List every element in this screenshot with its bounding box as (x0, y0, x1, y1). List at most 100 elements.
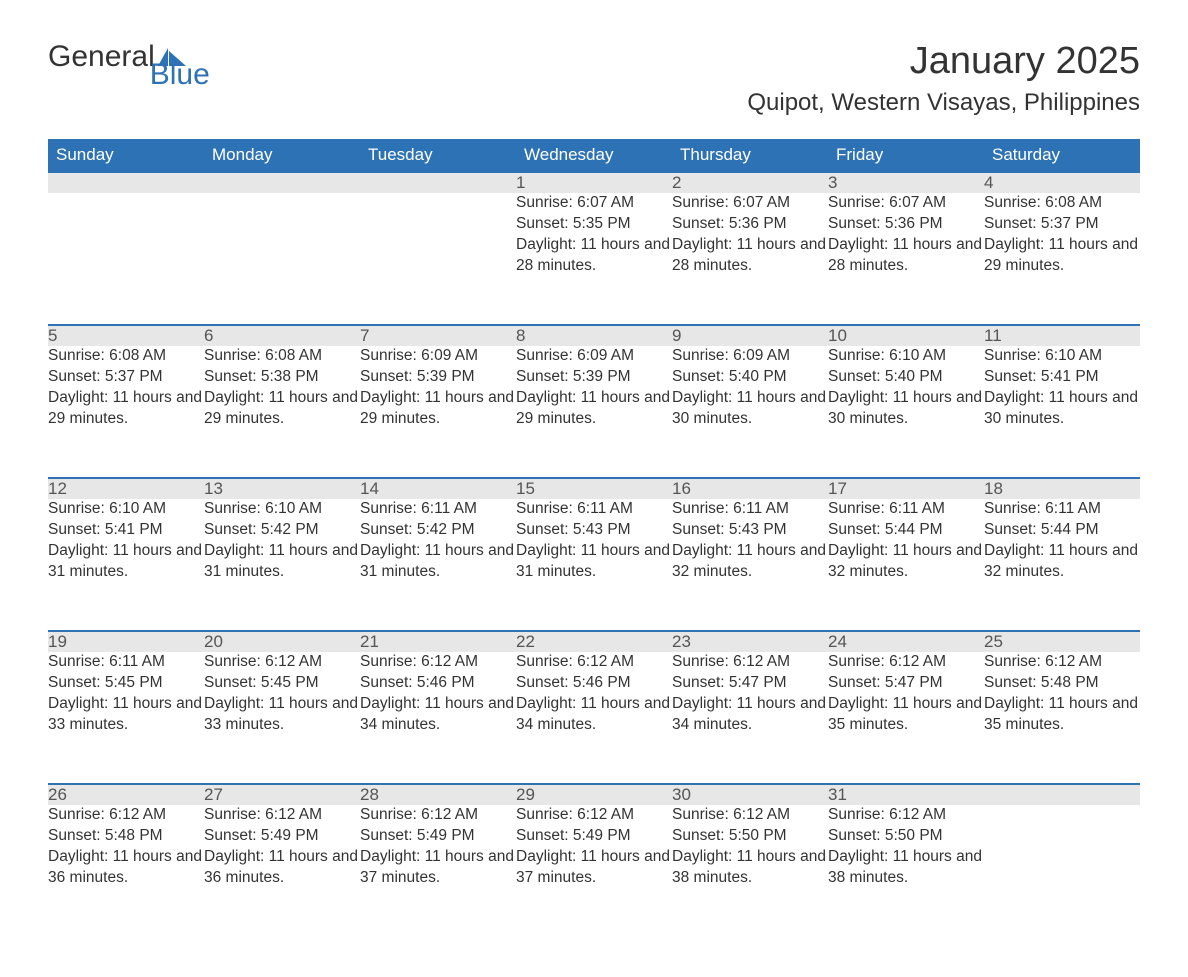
day-content-cell: Sunrise: 6:11 AMSunset: 5:43 PMDaylight:… (516, 499, 672, 631)
day-content-cell: Sunrise: 6:11 AMSunset: 5:45 PMDaylight:… (48, 652, 204, 784)
daylight-line: Daylight: 11 hours and 31 minutes. (48, 541, 204, 583)
day-number-cell: 27 (204, 784, 360, 805)
week-content-row: Sunrise: 6:10 AMSunset: 5:41 PMDaylight:… (48, 499, 1140, 631)
sunrise-line: Sunrise: 6:12 AM (828, 652, 984, 673)
daylight-line: Daylight: 11 hours and 31 minutes. (516, 541, 672, 583)
month-title: January 2025 (747, 40, 1140, 83)
day-content-cell: Sunrise: 6:09 AMSunset: 5:39 PMDaylight:… (360, 346, 516, 478)
daylight-line: Daylight: 11 hours and 29 minutes. (48, 388, 204, 430)
week-content-row: Sunrise: 6:08 AMSunset: 5:37 PMDaylight:… (48, 346, 1140, 478)
sunset-line: Sunset: 5:50 PM (828, 826, 984, 847)
day-content-cell: Sunrise: 6:12 AMSunset: 5:50 PMDaylight:… (672, 805, 828, 937)
sunset-line: Sunset: 5:49 PM (516, 826, 672, 847)
day-number-cell: 5 (48, 325, 204, 346)
sunset-line: Sunset: 5:50 PM (672, 826, 828, 847)
weekday-header: Tuesday (360, 139, 516, 172)
sunset-line: Sunset: 5:44 PM (828, 520, 984, 541)
sunset-line: Sunset: 5:41 PM (984, 367, 1140, 388)
sunrise-line: Sunrise: 6:12 AM (516, 805, 672, 826)
day-content-cell (360, 193, 516, 325)
sunset-line: Sunset: 5:40 PM (672, 367, 828, 388)
sunrise-line: Sunrise: 6:08 AM (984, 193, 1140, 214)
day-number-cell: 28 (360, 784, 516, 805)
daylight-line: Daylight: 11 hours and 30 minutes. (672, 388, 828, 430)
sunset-line: Sunset: 5:37 PM (48, 367, 204, 388)
day-content-cell: Sunrise: 6:12 AMSunset: 5:48 PMDaylight:… (48, 805, 204, 937)
daylight-line: Daylight: 11 hours and 37 minutes. (360, 847, 516, 889)
logo-text-1: General (48, 40, 155, 74)
sunset-line: Sunset: 5:43 PM (672, 520, 828, 541)
sunrise-line: Sunrise: 6:12 AM (204, 805, 360, 826)
logo-text-2: Blue (150, 58, 210, 92)
daylight-line: Daylight: 11 hours and 33 minutes. (204, 694, 360, 736)
week-content-row: Sunrise: 6:07 AMSunset: 5:35 PM Daylight:… (48, 193, 1140, 325)
sunrise-line: Sunrise: 6:07 AM (672, 193, 828, 214)
sunrise-line: Sunrise: 6:09 AM (360, 346, 516, 367)
sunset-line: Sunset: 5:47 PM (672, 673, 828, 694)
sunrise-line: Sunrise: 6:10 AM (828, 346, 984, 367)
day-number-cell: 21 (360, 631, 516, 652)
sunrise-line: Sunrise: 6:11 AM (828, 499, 984, 520)
daylight-line: Daylight: 11 hours and 29 minutes. (984, 235, 1140, 277)
sunrise-line: Sunrise: 6:12 AM (360, 805, 516, 826)
day-number-cell (48, 172, 204, 193)
day-number-cell: 7 (360, 325, 516, 346)
week-number-row: 262728293031 (48, 784, 1140, 805)
day-number-cell (204, 172, 360, 193)
week-content-row: Sunrise: 6:12 AMSunset: 5:48 PMDaylight:… (48, 805, 1140, 937)
daylight-line: Daylight: 11 hours and 38 minutes. (828, 847, 984, 889)
day-content-cell (984, 805, 1140, 937)
day-number-cell: 3 (828, 172, 984, 193)
day-number-cell: 10 (828, 325, 984, 346)
daylight-line: Daylight: 11 hours and 34 minutes. (672, 694, 828, 736)
day-number-cell: 13 (204, 478, 360, 499)
sunset-line: Sunset: 5:45 PM (204, 673, 360, 694)
sunrise-line: Sunrise: 6:11 AM (672, 499, 828, 520)
daylight-line: Daylight: 11 hours and 36 minutes. (48, 847, 204, 889)
daylight-line: Daylight: 11 hours and 34 minutes. (516, 694, 672, 736)
day-number-cell: 22 (516, 631, 672, 652)
day-number-cell: 30 (672, 784, 828, 805)
day-number-cell: 14 (360, 478, 516, 499)
sunset-line: Sunset: 5:42 PM (204, 520, 360, 541)
day-number-cell: 23 (672, 631, 828, 652)
sunrise-line: Sunrise: 6:08 AM (48, 346, 204, 367)
day-content-cell: Sunrise: 6:12 AMSunset: 5:49 PMDaylight:… (360, 805, 516, 937)
calendar-table: SundayMondayTuesdayWednesdayThursdayFrid… (48, 139, 1140, 937)
day-number-cell: 2 (672, 172, 828, 193)
title-block: January 2025 Quipot, Western Visayas, Ph… (747, 40, 1140, 121)
day-content-cell: Sunrise: 6:12 AMSunset: 5:45 PMDaylight:… (204, 652, 360, 784)
sunset-line: Sunset: 5:44 PM (984, 520, 1140, 541)
day-number-cell: 11 (984, 325, 1140, 346)
sunrise-line: Sunrise: 6:11 AM (984, 499, 1140, 520)
day-number-cell: 9 (672, 325, 828, 346)
day-number-cell: 4 (984, 172, 1140, 193)
day-content-cell: Sunrise: 6:12 AMSunset: 5:46 PMDaylight:… (516, 652, 672, 784)
daylight-line: Daylight: 11 hours and 35 minutes. (984, 694, 1140, 736)
day-number-cell: 15 (516, 478, 672, 499)
day-content-cell: Sunrise: 6:10 AMSunset: 5:42 PMDaylight:… (204, 499, 360, 631)
sunset-line: Sunset: 5:46 PM (360, 673, 516, 694)
calendar-page: General Blue January 2025 Quipot, Wester… (0, 0, 1188, 977)
daylight-line: Daylight: 11 hours and 28 minutes. (828, 235, 984, 277)
location: Quipot, Western Visayas, Philippines (747, 89, 1140, 117)
sunrise-line: Sunrise: 6:11 AM (516, 499, 672, 520)
week-number-row: 567891011 (48, 325, 1140, 346)
sunset-line: Sunset: 5:35 PM (516, 214, 672, 235)
day-content-cell: Sunrise: 6:12 AMSunset: 5:46 PMDaylight:… (360, 652, 516, 784)
sunrise-line: Sunrise: 6:10 AM (984, 346, 1140, 367)
day-content-cell: Sunrise: 6:11 AMSunset: 5:42 PMDaylight:… (360, 499, 516, 631)
day-content-cell (48, 193, 204, 325)
day-number-cell: 12 (48, 478, 204, 499)
daylight-line: Daylight: 11 hours and 36 minutes. (204, 847, 360, 889)
daylight-line: Daylight: 11 hours and 38 minutes. (672, 847, 828, 889)
sunset-line: Sunset: 5:47 PM (828, 673, 984, 694)
sunrise-line: Sunrise: 6:12 AM (360, 652, 516, 673)
daylight-line: Daylight: 11 hours and 34 minutes. (360, 694, 516, 736)
sunrise-line: Sunrise: 6:10 AM (48, 499, 204, 520)
logo: General Blue (48, 40, 252, 74)
sunrise-line: Sunrise: 6:12 AM (672, 652, 828, 673)
sunset-line: Sunset: 5:48 PM (984, 673, 1140, 694)
day-content-cell: Sunrise: 6:08 AMSunset: 5:37 PMDaylight:… (984, 193, 1140, 325)
daylight-line: Daylight: 11 hours and 31 minutes. (360, 541, 516, 583)
